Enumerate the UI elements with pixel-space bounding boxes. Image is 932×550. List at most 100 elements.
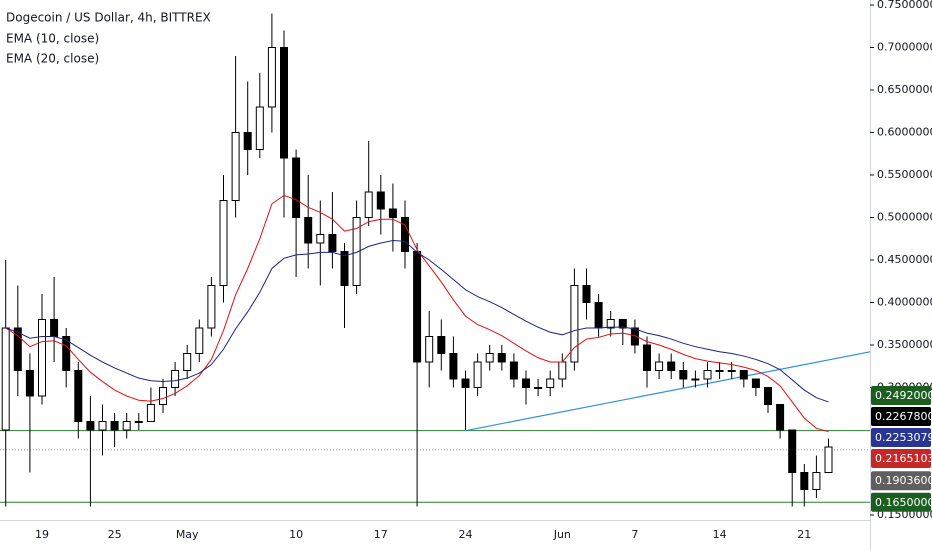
candle-body	[691, 378, 700, 381]
y-tick-label: 0.35000000	[877, 338, 932, 351]
candle-body	[788, 429, 797, 473]
x-tick-label: Jun	[553, 528, 571, 541]
y-tick-label: 0.70000000	[877, 41, 932, 54]
candle-body	[606, 319, 615, 329]
candle-body	[146, 404, 155, 422]
x-tick-label: 17	[374, 528, 388, 541]
candle-body	[558, 361, 567, 380]
candle-body	[800, 472, 809, 490]
candle-body	[546, 378, 555, 388]
candle-body	[364, 191, 373, 218]
candle-body	[812, 472, 821, 490]
candle-body	[280, 47, 288, 159]
candle-body	[267, 47, 276, 108]
candle-body	[630, 327, 639, 346]
candle-body	[25, 370, 34, 397]
candle-body	[425, 336, 434, 363]
candle-body	[824, 446, 833, 473]
candle-body	[231, 132, 240, 201]
candle-body	[38, 319, 46, 397]
candle-body	[534, 387, 543, 389]
candle-body	[497, 353, 506, 363]
y-tick-label: 0.65000000	[877, 83, 932, 96]
x-tick-label: May	[176, 528, 199, 541]
candle-body	[122, 421, 131, 431]
candle-body	[618, 319, 627, 329]
candle-body	[328, 234, 337, 252]
candle-body	[134, 421, 143, 423]
y-tick-label: 0.55000000	[877, 168, 932, 181]
candle-body	[401, 217, 409, 252]
candle-body	[352, 217, 361, 286]
price-label-box	[871, 448, 931, 468]
x-tick-label: 19	[35, 528, 49, 541]
candle-body	[183, 353, 192, 371]
chart-title: Dogecoin / US Dollar, 4h, BITTREX	[6, 11, 211, 25]
candle-body	[509, 361, 518, 380]
candle-body	[316, 234, 325, 244]
candle-body	[594, 302, 603, 329]
candle-body	[62, 336, 71, 371]
candle-body	[739, 370, 748, 380]
candle-body	[304, 217, 313, 244]
candle-body	[667, 361, 676, 371]
candle-body	[1, 327, 10, 431]
candle-body	[449, 353, 458, 380]
candle-body	[98, 421, 107, 431]
candle-body	[243, 132, 252, 150]
candle-body	[582, 285, 591, 303]
price-label-box	[871, 427, 931, 447]
candle-body	[485, 353, 494, 363]
candle-body	[50, 319, 59, 337]
candle-body	[437, 336, 446, 354]
price-label: 0.21651035	[875, 452, 932, 465]
candle-body	[655, 361, 664, 371]
x-tick-label: 14	[713, 528, 727, 541]
candle-body	[751, 378, 760, 388]
candle-body	[679, 370, 688, 380]
price-label-box	[871, 406, 931, 426]
candle-body	[643, 344, 651, 371]
x-tick-label: 25	[108, 528, 122, 541]
candle-body	[727, 370, 736, 372]
candle-body	[171, 370, 180, 388]
y-tick-label: 0.60000000	[877, 126, 932, 139]
candle-body	[413, 251, 422, 363]
price-label-box	[871, 471, 931, 491]
x-tick-label: 10	[289, 528, 303, 541]
candle-body	[74, 370, 83, 422]
trend-line	[465, 351, 871, 432]
candle-body	[195, 327, 204, 354]
y-tick-label: 0.50000000	[877, 211, 932, 224]
candle-body	[703, 370, 712, 380]
candle-body	[776, 404, 785, 431]
candle-body	[207, 285, 216, 329]
candle-body	[715, 370, 724, 372]
candle-body	[292, 157, 301, 218]
y-tick-label: 0.75000000	[877, 0, 932, 11]
price-label: 0.22530799	[875, 431, 932, 444]
candle-body	[86, 421, 95, 431]
legend-entry: EMA (10, close)	[6, 32, 99, 46]
y-tick-label: 0.40000000	[877, 296, 932, 309]
price-label-box	[871, 385, 931, 405]
candle-body	[376, 191, 385, 210]
x-tick-label: 24	[459, 528, 473, 541]
candle-body	[461, 378, 470, 388]
candle-body	[159, 387, 167, 405]
candle-body	[110, 421, 119, 431]
price-axis: 0.150000000.300000000.350000000.40000000…	[870, 0, 932, 521]
y-tick-label: 0.45000000	[877, 253, 932, 266]
candle-body	[340, 251, 349, 286]
candle-body	[522, 378, 530, 388]
plot-area	[0, 13, 871, 507]
candle-body	[473, 361, 482, 388]
ema-line	[5, 194, 829, 433]
x-tick-label: 7	[631, 528, 638, 541]
candle-body	[13, 327, 22, 371]
